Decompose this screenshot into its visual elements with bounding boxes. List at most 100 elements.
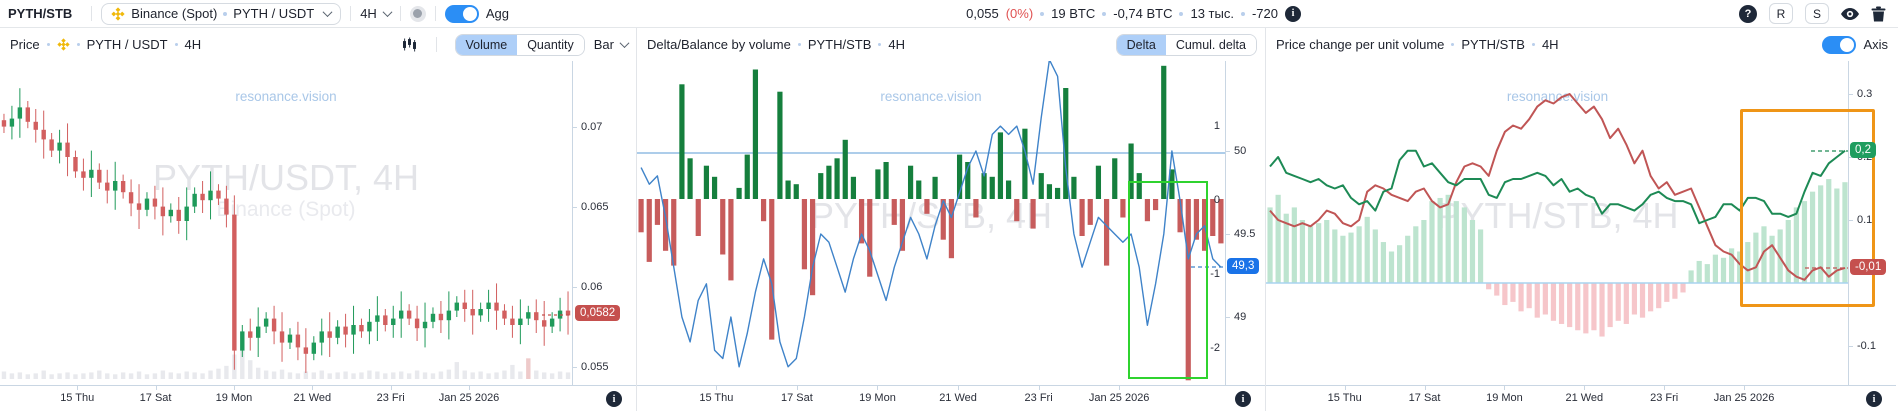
delta-x-axis[interactable]: 15 Thu 17 Sat 19 Mon 21 Wed 23 Fri Jan 25 202… [637, 385, 1265, 411]
svg-text:0: 0 [1214, 194, 1220, 206]
timeframe-dropdown[interactable]: 4H [360, 6, 393, 21]
r-button[interactable]: R [1769, 3, 1793, 24]
toggle-on-icon [1822, 35, 1857, 54]
visibility-button[interactable] [1841, 7, 1859, 21]
stat-trades: 13 тыс. [1190, 6, 1234, 21]
record-dot-button[interactable] [409, 5, 426, 22]
red-value-tag: -0,01 [1850, 259, 1887, 275]
chevron-down-icon [322, 7, 333, 18]
time-axis-label: Jan 25 2026 [438, 392, 500, 404]
unit-x-axis[interactable]: 15 Thu 17 Sat 19 Mon 21 Wed 23 Fri Jan 25 202… [1266, 385, 1896, 411]
price-x-axis[interactable]: 15 Thu 17 Sat 19 Mon 21 Wed 23 Fri Jan 25 202… [0, 385, 636, 411]
info-icon[interactable]: i [606, 391, 622, 407]
green-value-tag: 0,2 [1850, 142, 1876, 158]
help-button[interactable]: ? [1739, 4, 1757, 23]
separator [399, 6, 401, 21]
candlestick-chart-icon[interactable] [401, 37, 418, 52]
panel-timeframe: 4H [184, 37, 202, 52]
y-axis-tick [1849, 157, 1853, 158]
chevron-down-icon [382, 7, 393, 18]
stat-delta-btc: -0,74 BTC [1113, 6, 1173, 21]
info-icon[interactable]: i [1866, 391, 1882, 407]
time-axis-tick [1504, 386, 1506, 390]
delta-bars-plot[interactable]: 1 0 -1 -2 [637, 61, 1225, 385]
exchange-pair-dropdown[interactable]: Binance (Spot) PYTH / USDT [101, 2, 342, 25]
y-axis-tick [573, 287, 577, 288]
bar-style-dropdown[interactable]: Bar [593, 37, 630, 52]
time-axis-label: 17 Sat [781, 392, 813, 404]
unit-volume-panel: Price change per unit volume PYTH/STB 4H… [1265, 28, 1896, 411]
panel-pair: PYTH / USDT [86, 37, 168, 52]
unit-y-axis[interactable]: 0,2 -0,01 0.30.20.1-0.1 [1848, 61, 1896, 385]
y-axis-tick [573, 127, 577, 128]
toggle-on-icon [444, 4, 479, 23]
info-icon[interactable]: i [1235, 391, 1251, 407]
time-axis-tick [796, 386, 798, 390]
time-axis-tick [1344, 386, 1346, 390]
delta-y-axis[interactable]: 49,3 50 49.5 49 [1225, 61, 1265, 385]
dot-separator [1179, 11, 1184, 16]
s-button[interactable]: S [1805, 3, 1829, 24]
axis-toggle[interactable]: Axis [1822, 35, 1888, 54]
y-axis-label: 0.1 [1857, 214, 1873, 226]
symbol-title: PYTH/STB [8, 6, 73, 21]
tab-cumul-delta[interactable]: Cumul. delta [1165, 34, 1256, 55]
tab-quantity[interactable]: Quantity [517, 34, 584, 55]
topbar-actions: ? R S [1739, 3, 1886, 24]
separator [91, 6, 93, 21]
y-axis-tick [1226, 234, 1230, 235]
dot-separator [1040, 11, 1045, 16]
tab-delta[interactable]: Delta [1116, 34, 1166, 55]
y-axis-label: 0.07 [581, 121, 603, 133]
dot-separator [76, 43, 80, 46]
binance-icon [56, 38, 70, 51]
price-candlestick-plot[interactable] [0, 61, 572, 385]
panel-timeframe: 4H [1541, 37, 1559, 52]
delete-button[interactable] [1871, 6, 1886, 22]
info-icon[interactable]: i [1285, 5, 1301, 22]
y-axis-label: 50 [1234, 145, 1247, 157]
panel-title: Delta/Balance by volume [647, 37, 791, 52]
price-panel: Price PYTH / USDT 4H [0, 28, 636, 411]
price-chart-body: resonance.vision PYTH/USDT, 4H Binance (… [0, 61, 636, 411]
panel-title: Price change per unit volume [1276, 37, 1445, 52]
panel-timeframe: 4H [888, 37, 906, 52]
tab-volume[interactable]: Volume [455, 34, 518, 55]
balance-value-tag: 49,3 [1227, 258, 1260, 274]
market-stats: 0,055 (0%) 19 BTC -0,74 BTC 13 тыс. -720… [966, 5, 1301, 22]
time-axis-label: 17 Sat [139, 392, 172, 404]
time-axis-label: 19 Mon [215, 392, 253, 404]
time-axis-tick [77, 386, 79, 390]
dot-separator [1102, 11, 1107, 16]
binance-icon [111, 6, 125, 21]
dot-separator [1451, 43, 1455, 46]
y-axis-tick [573, 367, 577, 368]
price-y-axis[interactable]: 0,0582 0.07 0.065 0.06 0.055 [572, 61, 636, 385]
time-axis-label: 21 Wed [939, 392, 977, 404]
bar-style-label: Bar [593, 37, 614, 52]
eye-icon [1841, 7, 1859, 20]
separator [434, 6, 436, 21]
time-axis-label: 15 Thu [60, 392, 95, 404]
dot-separator [1531, 43, 1535, 46]
time-axis-tick [958, 386, 960, 390]
topbar: PYTH/STB Binance (Spot) PYTH / USDT 4H A… [0, 0, 1898, 28]
time-axis-tick [1119, 386, 1121, 390]
time-axis-label: 23 Fri [1024, 392, 1053, 404]
y-axis-label: -0.1 [1857, 340, 1876, 352]
price-panel-header: Price PYTH / USDT 4H [0, 28, 636, 61]
time-axis-label: 23 Fri [1650, 392, 1679, 404]
time-axis-label: Jan 25 2026 [1088, 392, 1150, 404]
unit-panel-header: Price change per unit volume PYTH/STB 4H… [1266, 28, 1896, 61]
separator [435, 37, 437, 52]
chart-panels: Price PYTH / USDT 4H [0, 28, 1898, 411]
chevron-down-icon [619, 38, 630, 49]
exchange-label: Binance (Spot) [131, 6, 218, 21]
agg-toggle[interactable]: Agg [444, 4, 509, 23]
y-axis-label: 49 [1234, 311, 1247, 323]
y-axis-tick [573, 207, 577, 208]
dot-separator [1240, 11, 1245, 16]
time-axis-label: 23 Fri [376, 392, 405, 404]
unit-volume-plot[interactable] [1266, 61, 1849, 385]
dot-separator [797, 43, 801, 46]
